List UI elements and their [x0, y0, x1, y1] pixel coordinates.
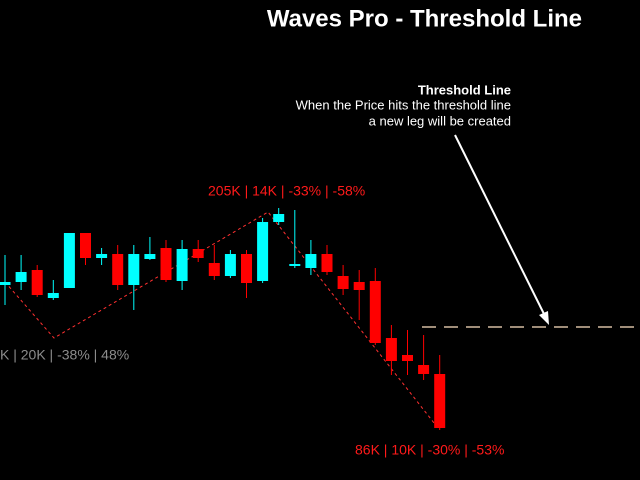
candle-body	[385, 338, 397, 361]
leg-label: 205K | 14K | -33% | -58%	[208, 183, 365, 199]
arrow-head	[539, 311, 549, 325]
candle-body	[289, 264, 301, 266]
leg-label: K | 20K | -38% | 48%	[0, 347, 129, 363]
chart-title: Waves Pro - Threshold Line	[267, 5, 582, 32]
candle-body	[80, 233, 91, 258]
candle-body	[434, 374, 446, 428]
candle-body	[402, 355, 413, 361]
candle-body	[241, 254, 252, 283]
candle-body	[321, 254, 333, 272]
candle-body	[337, 276, 349, 289]
candle-body	[96, 254, 108, 258]
candle-body	[63, 233, 75, 288]
leg-label: 86K | 10K | -30% | -53%	[355, 442, 504, 458]
candle-body	[31, 270, 43, 295]
candle-body	[160, 248, 172, 280]
candle-body	[305, 254, 317, 268]
candle-body	[224, 254, 236, 276]
candle-body	[257, 222, 269, 281]
annotation-text: When the Price hits the threshold line	[296, 97, 511, 112]
candle-body	[208, 263, 220, 276]
candle-body	[112, 254, 124, 285]
candle-body	[176, 249, 188, 281]
candle-body	[128, 254, 140, 285]
candle-body	[0, 282, 11, 285]
candle-body	[47, 293, 59, 298]
candle-body	[15, 272, 27, 282]
annotation-heading: Threshold Line	[418, 82, 511, 97]
candle-body	[369, 281, 381, 343]
candle-body	[418, 365, 430, 374]
arrow-line	[454, 134, 547, 319]
candle-body	[273, 214, 285, 222]
candle-body	[144, 254, 156, 259]
candle-body	[192, 249, 204, 258]
candle-body	[353, 282, 365, 290]
annotation-text: a new leg will be created	[369, 113, 511, 128]
